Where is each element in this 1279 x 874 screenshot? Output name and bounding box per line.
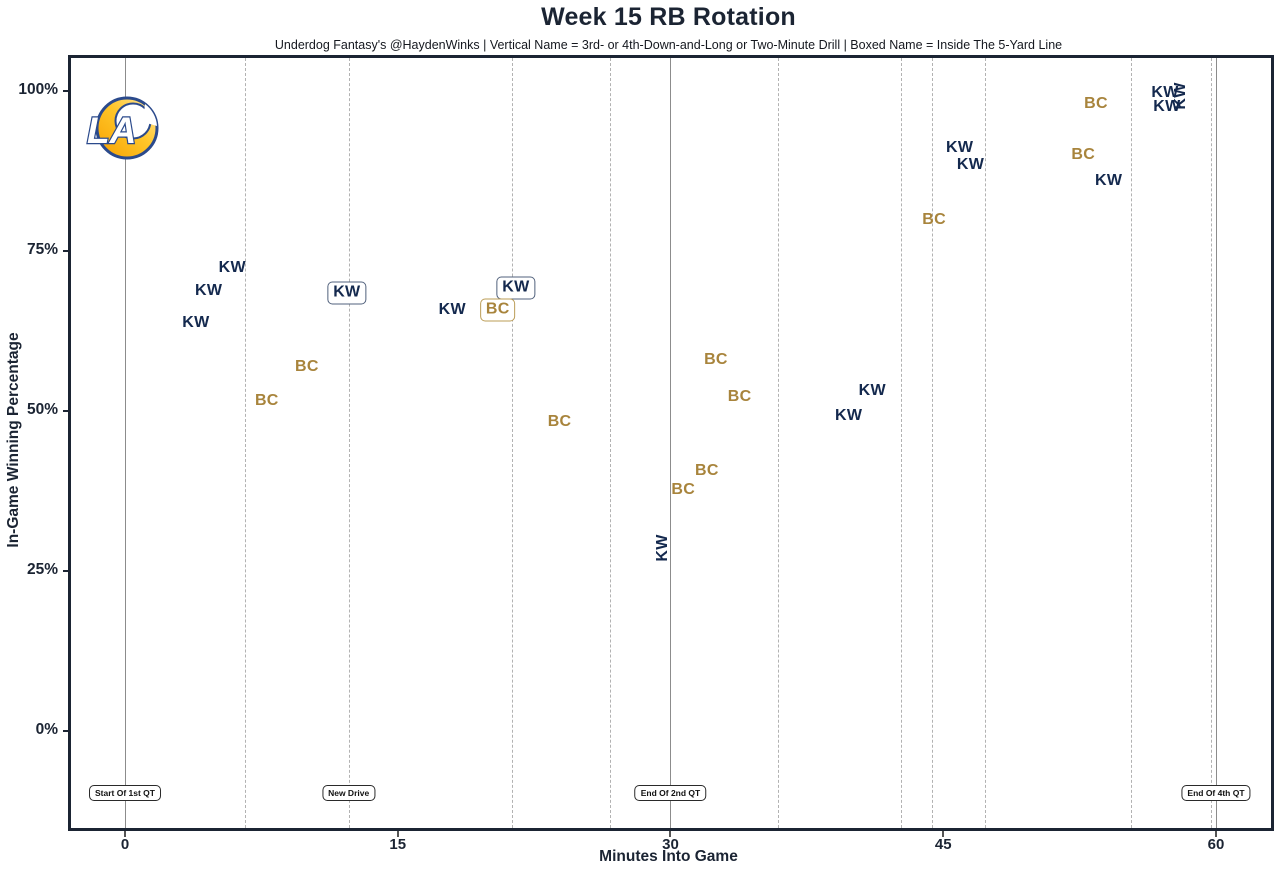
y-tick-label: 50% <box>26 401 58 418</box>
drive-gridline <box>245 58 246 828</box>
point-label-KW: KW <box>945 138 974 156</box>
point-label-KW: KW <box>438 300 466 318</box>
plot-area: LA KW KW KW KW KW KW KW KW KW KW KW KW KW KW KW BC BC BC B… <box>68 55 1274 831</box>
drive-gridline <box>1130 58 1132 828</box>
point-label-BC: BC <box>1084 94 1108 112</box>
y-tick-mark <box>63 730 70 732</box>
point-label-KW: KW <box>835 407 863 425</box>
x-tick-mark <box>396 831 399 837</box>
point-label-BC: BC <box>727 387 752 405</box>
point-label-KW: KW <box>956 155 985 173</box>
x-tick-label: 60 <box>1207 836 1225 853</box>
point-label-KW: KW <box>496 276 536 300</box>
point-label-KW: KW <box>218 259 246 277</box>
point-label-BC: BC <box>704 350 728 368</box>
event-label: End Of 2nd QT <box>634 785 707 802</box>
y-tick-label: 25% <box>26 561 58 578</box>
y-tick-label: 100% <box>18 81 58 98</box>
y-tick-mark <box>63 570 70 572</box>
y-axis-label: In-Game Winning Percentage <box>5 332 22 548</box>
drive-gridline <box>348 58 350 828</box>
quarter-line <box>1215 58 1217 828</box>
x-axis-label: Minutes Into Game <box>599 848 738 865</box>
y-tick-mark <box>63 250 70 252</box>
point-label-BC: BC <box>694 462 719 480</box>
y-tick-label: 0% <box>35 721 58 738</box>
event-label: New Drive <box>322 785 376 802</box>
point-label-BC: BC <box>294 357 319 375</box>
drive-gridline <box>901 58 903 828</box>
event-label: Start Of 1st QT <box>89 785 161 802</box>
point-label-BC: BC <box>922 210 946 228</box>
point-label-KW: KW <box>1095 172 1123 190</box>
point-label-KW: KW <box>1151 83 1179 101</box>
drive-gridline <box>610 58 612 828</box>
event-label: End Of 4th QT <box>1181 785 1251 802</box>
point-label-KW: KW <box>182 313 210 331</box>
point-label-KW: KW <box>327 281 367 305</box>
point-label-BC: BC <box>547 412 572 430</box>
point-label-BC: BC <box>1071 146 1096 163</box>
x-tick-label: 15 <box>389 836 407 853</box>
point-label-KW: KW <box>654 534 672 562</box>
point-label-BC: BC <box>671 480 696 498</box>
point-label-KW: KW <box>1172 82 1190 110</box>
x-tick-label: 0 <box>120 836 130 853</box>
drive-gridline <box>1210 58 1212 828</box>
x-tick-mark <box>942 831 945 837</box>
x-tick-label: 30 <box>662 836 679 853</box>
drive-gridline <box>777 58 779 828</box>
y-tick-mark <box>63 90 70 92</box>
x-tick-mark <box>669 831 672 837</box>
point-label-KW: KW <box>195 281 223 299</box>
rams-logo-icon: LA <box>86 96 159 160</box>
chart-title: Week 15 RB Rotation <box>541 3 796 31</box>
x-tick-label: 45 <box>934 836 952 853</box>
x-tick-mark <box>1214 831 1217 837</box>
y-tick-mark <box>63 410 70 412</box>
point-label-BC: BC <box>254 391 279 409</box>
y-tick-label: 75% <box>26 241 58 258</box>
point-label-KW: KW <box>1153 98 1181 115</box>
drive-gridline <box>932 58 934 828</box>
x-tick-mark <box>124 831 126 837</box>
chart-subtitle: Underdog Fantasy's @HaydenWinks | Vertic… <box>274 38 1063 52</box>
drive-gridline <box>985 58 987 828</box>
point-label-BC: BC <box>479 298 516 322</box>
point-label-KW: KW <box>858 382 886 400</box>
quarter-line <box>670 58 672 828</box>
quarter-line <box>125 58 126 828</box>
drive-gridline <box>512 58 514 828</box>
svg-text:LA: LA <box>87 110 136 151</box>
